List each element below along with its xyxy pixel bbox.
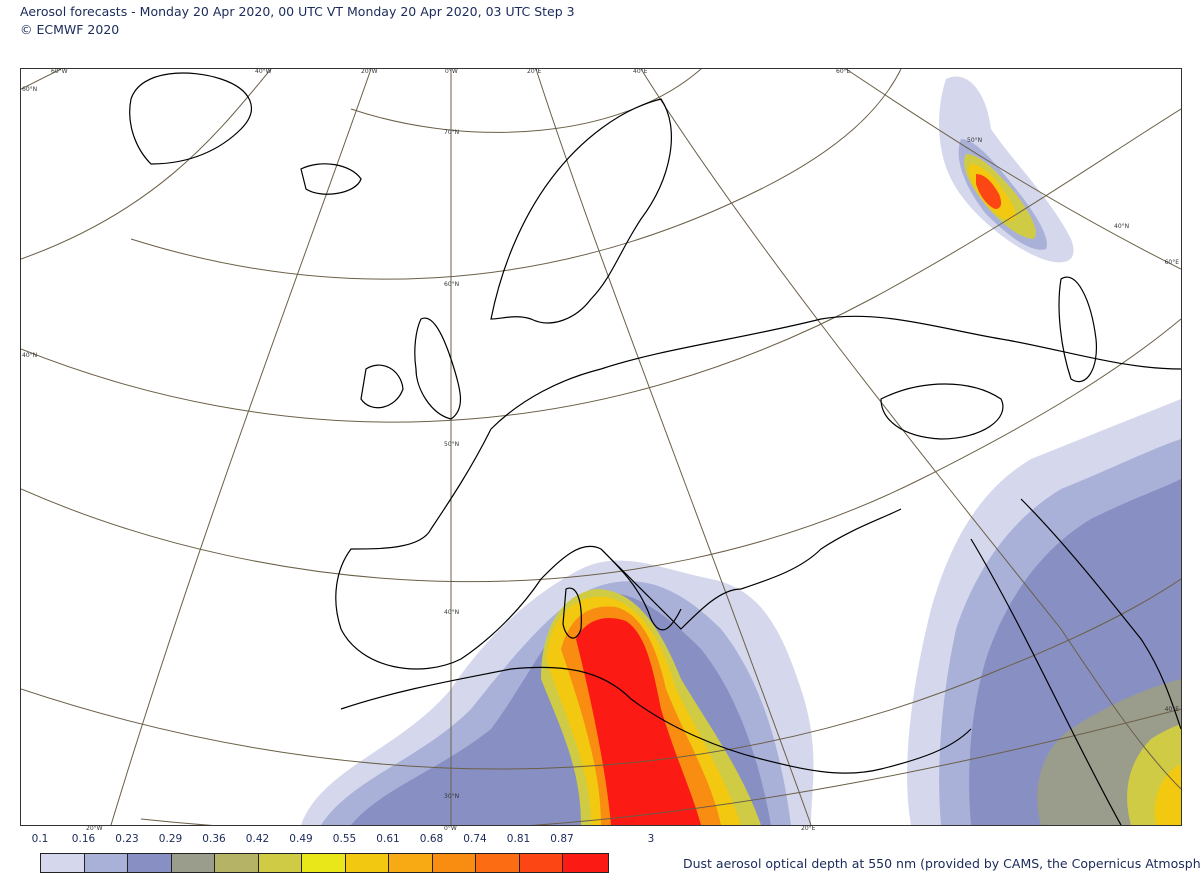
map-canvas[interactable] [21, 69, 1181, 825]
title-line-1: Aerosol forecasts - Monday 20 Apr 2020, … [20, 4, 575, 19]
map-area[interactable]: 60°W 40°W 20°W 0°W 20°E 40°E 60°E 60°N 4… [20, 68, 1182, 826]
legend-color-bar [40, 853, 609, 873]
dust-plume-northeast [939, 76, 1074, 263]
inner-label-3: 40°N [444, 609, 460, 616]
inner-label-6: 40°N [1114, 223, 1130, 230]
tick-top-6: 60°E [836, 68, 851, 75]
inner-label-0: 70°N [444, 129, 460, 136]
legend-swatch [563, 854, 608, 872]
legend-swatch [41, 854, 85, 872]
inner-label-5: 50°N [967, 137, 983, 144]
legend-label: 0.74 [463, 833, 487, 845]
tick-top-2: 20°W [361, 68, 378, 75]
legend-label: 0.55 [332, 833, 357, 845]
dust-plume-central [301, 560, 814, 825]
tick-bottom-1: 0°W [444, 825, 457, 832]
tick-right-1: 40°E [1164, 706, 1179, 713]
legend-swatch [432, 854, 476, 872]
graticule [21, 69, 1181, 825]
tick-top-5: 40°E [633, 68, 648, 75]
legend-label: 0.61 [376, 833, 400, 845]
legend-swatch [258, 854, 302, 872]
legend-label: 0.23 [115, 833, 139, 845]
tick-left-0: 60°N [22, 86, 38, 93]
legend-swatch [389, 854, 433, 872]
legend-label: 0.1 [31, 833, 49, 845]
legend-swatch [84, 854, 128, 872]
coastlines [129, 72, 1181, 825]
legend-label: 0.49 [289, 833, 313, 845]
tick-bottom-2: 20°E [801, 825, 816, 832]
legend-swatch [171, 854, 215, 872]
legend-swatch [476, 854, 520, 872]
legend-swatch [519, 854, 563, 872]
map-title: Aerosol forecasts - Monday 20 Apr 2020, … [20, 3, 575, 39]
legend-swatch [215, 854, 259, 872]
legend-swatch [345, 854, 389, 872]
inner-label-1: 60°N [444, 281, 460, 288]
tick-top-3: 0°W [445, 68, 458, 75]
legend-label: 0.68 [419, 833, 444, 845]
tick-left-1: 40°N [22, 352, 38, 359]
copyright-line: © ECMWF 2020 [20, 22, 120, 37]
legend-caption: Dust aerosol optical depth at 550 nm (pr… [683, 856, 1200, 871]
legend-label: 0.81 [506, 833, 531, 845]
tick-top-0: 60°W [51, 68, 68, 75]
legend-label: 0.87 [550, 833, 574, 845]
legend-swatch [128, 854, 172, 872]
inner-label-2: 50°N [444, 441, 460, 448]
tick-right-0: 60°E [1164, 259, 1179, 266]
tick-bottom-0: 20°W [86, 825, 103, 832]
legend-label: 3 [647, 833, 655, 845]
inner-label-4: 30°N [444, 793, 460, 800]
legend-label: 0.42 [245, 833, 270, 845]
tick-top-1: 40°W [255, 68, 272, 75]
dust-plume-east [907, 399, 1181, 825]
legend-label: 0.29 [158, 833, 183, 845]
tick-top-4: 20°E [527, 68, 542, 75]
legend-label: 0.36 [202, 833, 226, 845]
legend-swatch [302, 854, 346, 872]
legend-label: 0.16 [71, 833, 96, 845]
